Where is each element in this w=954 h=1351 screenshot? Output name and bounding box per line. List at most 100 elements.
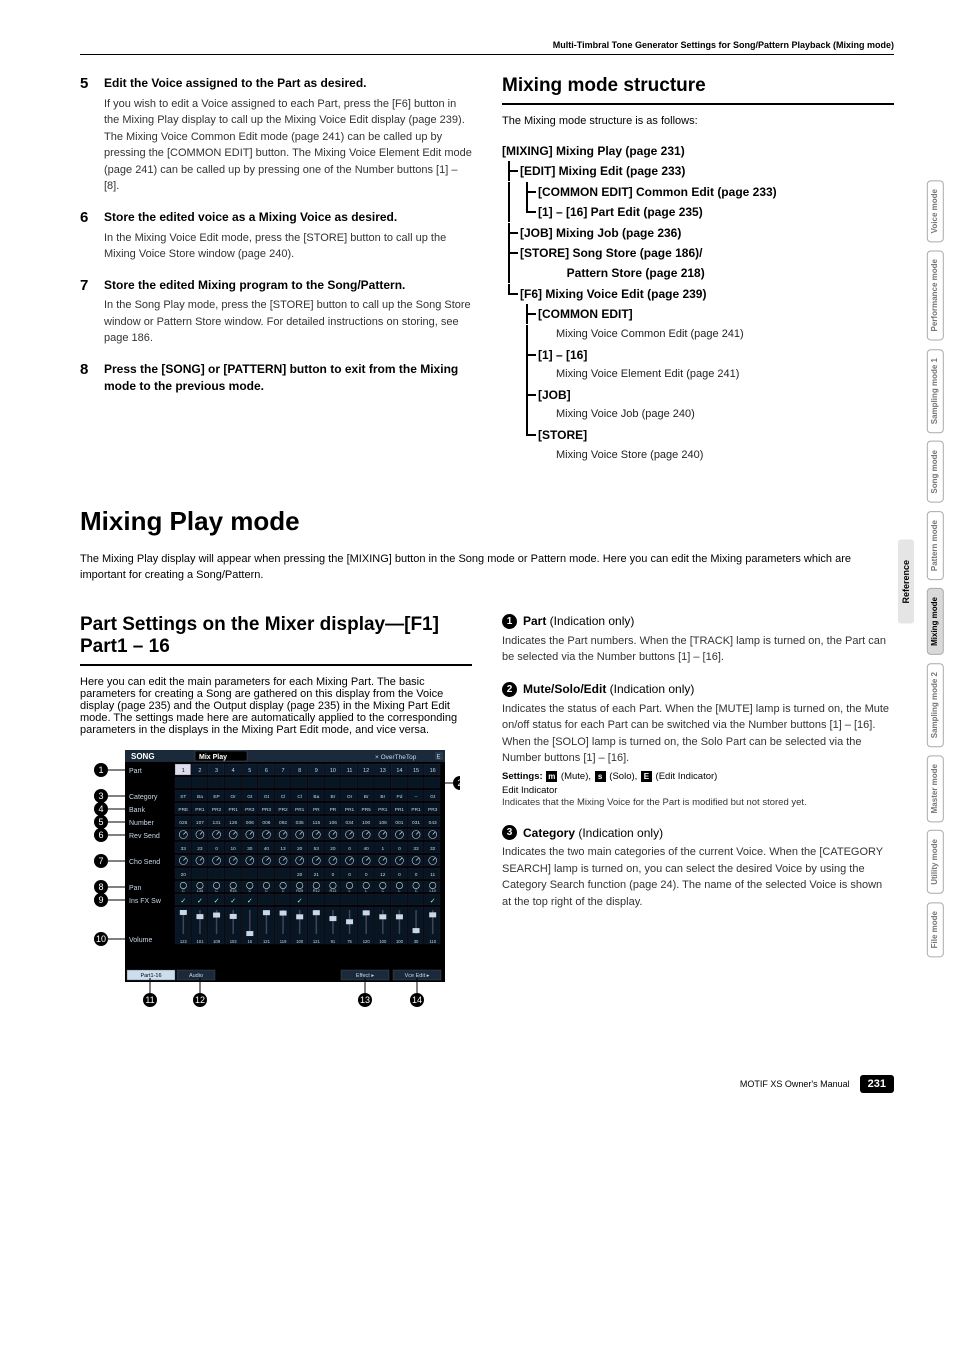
svg-text:120: 120: [363, 939, 371, 944]
tree-row: [COMMON EDIT] Common Edit (page 233): [502, 182, 894, 202]
svg-text:30: 30: [247, 846, 253, 852]
svg-text:1: 1: [98, 765, 103, 775]
svg-text:8: 8: [98, 882, 103, 892]
svg-text:100: 100: [362, 820, 370, 826]
step: 8Press the [SONG] or [PATTERN] button to…: [80, 361, 472, 399]
svg-text:PR3: PR3: [245, 807, 255, 813]
svg-text:40: 40: [264, 846, 270, 852]
svg-text:L: L: [398, 889, 400, 893]
part-settings-intro: Here you can edit the main parameters fo…: [80, 676, 472, 736]
step-number: 8: [80, 361, 104, 399]
part-settings-heading: Part Settings on the Mixer display—[F1] …: [80, 614, 472, 666]
param-title: Part (Indication only): [523, 614, 634, 628]
svg-text:--: --: [414, 795, 418, 800]
svg-text:PR2: PR2: [212, 807, 222, 813]
tree-row: [COMMON EDIT]: [502, 304, 894, 324]
svg-text:15: 15: [247, 939, 252, 944]
structure-tree: [MIXING] Mixing Play (page 231)[EDIT] Mi…: [502, 141, 894, 466]
param-item: 3Category (Indication only)Indicates the…: [502, 825, 894, 910]
page-header: Multi-Timbral Tone Generator Settings fo…: [80, 40, 894, 55]
side-tab[interactable]: Pattern mode: [927, 511, 944, 580]
svg-text:20: 20: [181, 872, 187, 878]
side-tab[interactable]: File mode: [927, 902, 944, 957]
svg-text:PR5: PR5: [362, 807, 372, 813]
svg-text:PR: PR: [313, 807, 320, 813]
reference-tab: Reference: [898, 540, 914, 624]
svg-text:12: 12: [380, 872, 386, 878]
svg-text:12: 12: [363, 768, 369, 774]
svg-text:0: 0: [398, 846, 401, 852]
tree-label: [EDIT] Mixing Edit (page 233): [520, 161, 685, 181]
side-tab[interactable]: Utility mode: [927, 830, 944, 894]
right-column: Mixing mode structure The Mixing mode st…: [502, 75, 894, 466]
tree-row: [MIXING] Mixing Play (page 231): [502, 141, 894, 161]
svg-text:Ins FX Sw: Ins FX Sw: [129, 898, 162, 905]
side-tab[interactable]: Master mode: [927, 755, 944, 822]
svg-text:9: 9: [315, 768, 318, 774]
edit-indicator-title: Edit Indicator: [502, 785, 894, 796]
step-body: In the Song Play mode, press the [STORE]…: [104, 297, 472, 347]
svg-text:5: 5: [248, 768, 251, 774]
param-body: Indicates the status of each Part. When …: [502, 701, 894, 767]
svg-text:115: 115: [312, 820, 320, 826]
side-tab[interactable]: Sampling mode 1: [927, 349, 944, 433]
svg-text:✓: ✓: [214, 898, 220, 905]
side-tab[interactable]: Sampling mode 2: [927, 663, 944, 747]
tree-row: Mixing Voice Element Edit (page 241): [502, 365, 894, 385]
side-tab[interactable]: Performance mode: [927, 250, 944, 340]
tree-label: [COMMON EDIT]: [538, 304, 633, 324]
step-body: If you wish to edit a Voice assigned to …: [104, 96, 472, 129]
svg-text:53: 53: [314, 846, 320, 852]
svg-text:106: 106: [379, 820, 387, 826]
tree-row: [F6] Mixing Voice Edit (page 239): [502, 284, 894, 304]
svg-text:10: 10: [330, 768, 336, 774]
svg-text:20: 20: [330, 846, 336, 852]
svg-text:Or: Or: [231, 794, 237, 800]
svg-text:106: 106: [329, 820, 337, 826]
svg-text:109: 109: [213, 939, 221, 944]
mixing-play-intro: The Mixing Play display will appear when…: [80, 551, 894, 584]
glyph-icon: E: [641, 771, 652, 782]
svg-text:Volume: Volume: [129, 937, 152, 944]
svg-text:PRE: PRE: [178, 807, 188, 813]
svg-text:20: 20: [297, 872, 303, 878]
svg-text:L: L: [349, 889, 351, 893]
svg-text:006: 006: [246, 820, 254, 826]
step-title: Store the edited Mixing program to the S…: [104, 277, 472, 294]
svg-text:102: 102: [230, 939, 238, 944]
tree-row: [1] – [16]: [502, 345, 894, 365]
side-tab[interactable]: Song mode: [927, 441, 944, 503]
svg-text:21: 21: [314, 872, 320, 878]
svg-text:Category: Category: [129, 794, 158, 801]
svg-text:Cl: Cl: [281, 794, 286, 800]
svg-text:16: 16: [430, 768, 436, 774]
svg-text:11: 11: [347, 768, 353, 774]
svg-text:R12: R12: [313, 889, 320, 893]
svg-text:001: 001: [395, 820, 403, 826]
side-tab[interactable]: Voice mode: [927, 180, 944, 242]
svg-text:Gt: Gt: [264, 794, 270, 800]
param-body: Indicates the Part numbers. When the [TR…: [502, 633, 894, 666]
mixer-svg: SONGMix Play× OverTheTopEPart1Category3B…: [80, 750, 460, 1025]
svg-text:PR1: PR1: [395, 807, 405, 813]
step: 6Store the edited voice as a Mixing Voic…: [80, 209, 472, 263]
svg-text:ST: ST: [180, 794, 186, 800]
svg-text:Part1-16: Part1-16: [140, 973, 161, 979]
svg-text:0: 0: [415, 872, 418, 878]
svg-text:PR1: PR1: [229, 807, 239, 813]
svg-text:8: 8: [298, 768, 301, 774]
svg-text:SONG: SONG: [131, 752, 155, 761]
svg-text:126: 126: [229, 820, 237, 826]
svg-text:PR1: PR1: [378, 807, 388, 813]
svg-text:33: 33: [413, 846, 419, 852]
param-item: 2Mute/Solo/Edit (Indication only)Indicat…: [502, 682, 894, 809]
step: 5Edit the Voice assigned to the Part as …: [80, 75, 472, 195]
settings-line: Settings: m (Mute), s (Solo), E (Edit In…: [502, 771, 894, 782]
svg-text:12: 12: [195, 995, 205, 1005]
side-tab[interactable]: Mixing mode: [927, 588, 944, 655]
svg-text:3: 3: [215, 768, 218, 774]
svg-text:1: 1: [381, 846, 384, 852]
svg-text:10: 10: [231, 846, 237, 852]
svg-text:✓: ✓: [247, 898, 253, 905]
structure-intro: The Mixing mode structure is as follows:: [502, 115, 894, 127]
